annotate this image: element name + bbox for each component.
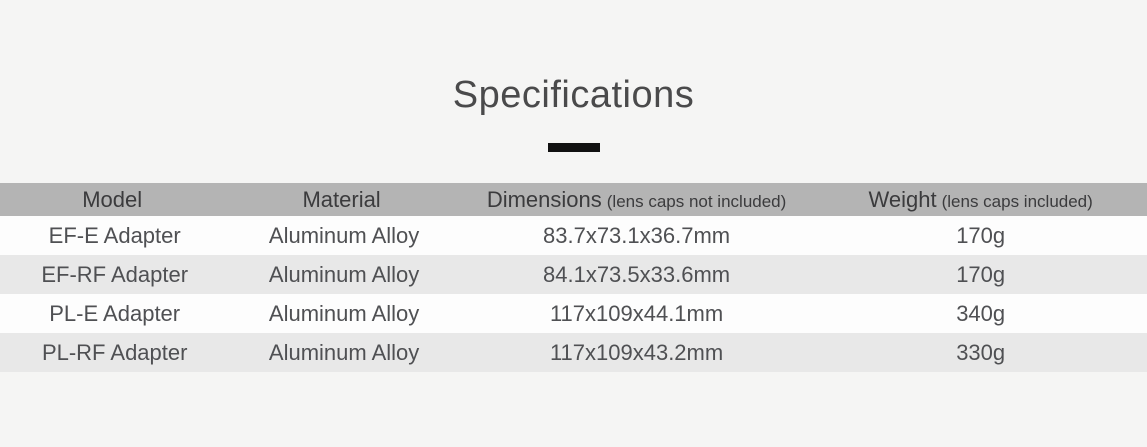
cell-model: EF-RF Adapter [41, 261, 189, 287]
cell-material: Aluminum Alloy [268, 300, 420, 326]
spec-table-header: Model Material Dimensions (lens caps not … [0, 183, 1147, 216]
cell-material: Aluminum Alloy [268, 261, 420, 287]
cell-model: PL-E Adapter [49, 300, 181, 326]
col-header-label: Model [82, 186, 143, 212]
col-header-dimensions: Dimensions (lens caps not included) [459, 183, 815, 216]
cell-dimensions: 84.1x73.5x33.6mm [543, 261, 731, 287]
spec-table: Model Material Dimensions (lens caps not … [0, 183, 1147, 372]
col-header-weight: Weight (lens caps included) [814, 183, 1147, 216]
cell-weight: 330g [956, 339, 1006, 365]
cell-weight: 340g [956, 300, 1006, 326]
table-row: PL-E Adapter Aluminum Alloy 117x109x44.1mm… [0, 294, 1147, 333]
col-header-note: (lens caps not included) [606, 191, 787, 211]
title-underline-dash [547, 143, 600, 152]
col-header-label: Dimensions [486, 186, 602, 212]
cell-weight: 170g [956, 222, 1006, 248]
col-header-label: Material [302, 186, 381, 212]
table-row: PL-RF Adapter Aluminum Alloy 117x109x43.2m… [0, 333, 1147, 372]
cell-dimensions: 117x109x43.2mm [549, 339, 724, 365]
col-header-model: Model [0, 183, 229, 216]
col-header-material: Material [229, 183, 458, 216]
cell-dimensions: 117x109x44.1mm [549, 300, 724, 326]
col-header-label: Weight [868, 186, 937, 212]
col-header-note: (lens caps included) [941, 191, 1093, 211]
cell-dimensions: 83.7x73.1x36.7mm [543, 222, 731, 248]
spec-table-body: EF-E Adapter Aluminum Alloy 83.7x73.1x36.7… [0, 216, 1147, 372]
cell-weight: 170g [956, 261, 1006, 287]
cell-model: EF-E Adapter [48, 222, 181, 248]
cell-model: PL-RF Adapter [41, 339, 188, 365]
table-row: EF-E Adapter Aluminum Alloy 83.7x73.1x36.7… [0, 216, 1147, 255]
header-row: Model Material Dimensions (lens caps not … [0, 183, 1147, 216]
section-title: Specifications [452, 74, 695, 116]
table-row: EF-RF Adapter Aluminum Alloy 84.1x73.5x33.… [0, 255, 1147, 294]
cell-material: Aluminum Alloy [268, 339, 420, 365]
cell-material: Aluminum Alloy [268, 222, 420, 248]
